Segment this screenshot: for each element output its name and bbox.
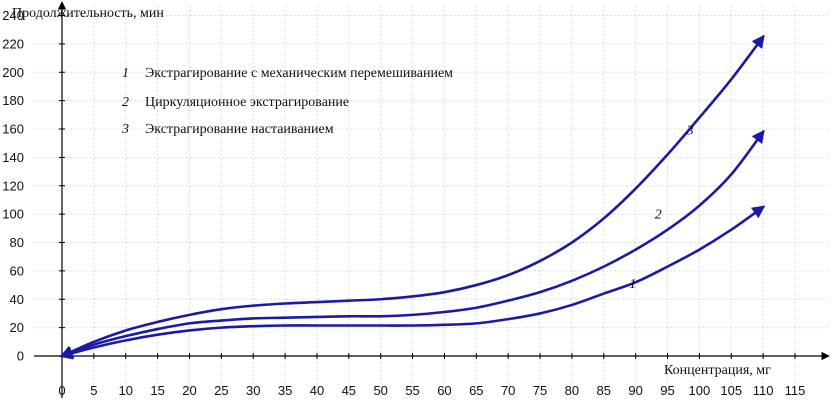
x-tick-label: 80 [565, 383, 579, 398]
x-tick-label: 75 [533, 383, 547, 398]
x-tick-label: 95 [660, 383, 674, 398]
x-tick-label: 25 [214, 383, 228, 398]
legend-text-1: Экстрагирование с механическим перемешив… [145, 66, 453, 81]
x-tick-label: 105 [720, 383, 742, 398]
series-line-3 [59, 34, 765, 358]
legend-number-2: 2 [122, 95, 129, 110]
x-tick-label: 30 [246, 383, 260, 398]
y-axis-title: Продолжительность, мин [12, 6, 164, 21]
x-tick-label: 5 [90, 383, 97, 398]
x-tick-label: 110 [753, 383, 774, 398]
x-tick-label: 0 [58, 383, 65, 398]
x-tick-label: 60 [437, 383, 451, 398]
y-tick-label: 140 [2, 150, 24, 165]
y-tick-label: 20 [10, 320, 24, 335]
series-labels: 1 2 3 [629, 124, 693, 292]
y-tick-label: 80 [10, 235, 24, 250]
legend: 1 Экстрагирование с механическим перемеши… [121, 66, 453, 137]
y-tick-label: 220 [2, 36, 24, 51]
x-axis-title: Концентрация, мг [664, 363, 771, 378]
x-tick-label: 10 [119, 383, 133, 398]
x-tick-label: 50 [373, 383, 387, 398]
y-tick-label: 60 [10, 263, 24, 278]
series-label-2: 2 [655, 207, 662, 222]
series-line-1 [59, 205, 766, 360]
x-tick-label: 40 [310, 383, 324, 398]
x-tick-label: 15 [150, 383, 164, 398]
y-tick-label: 200 [2, 65, 24, 80]
x-tick-label: 35 [278, 383, 292, 398]
y-tick-label: 180 [2, 93, 24, 108]
x-tick-label: 85 [597, 383, 611, 398]
y-tick-label: 40 [10, 292, 24, 307]
tick-labels: 0 5 10 15 20 25 30 35 40 45 50 55 60 65 70 75 80 85 90 95 10… [2, 8, 805, 398]
x-tick-label: 55 [405, 383, 419, 398]
x-tick-label: 70 [501, 383, 515, 398]
legend-number-1: 1 [122, 66, 129, 81]
legend-text-2: Циркуляционное экстрагирование [145, 95, 349, 110]
y-tick-label: 120 [2, 178, 24, 193]
legend-number-3: 3 [121, 122, 129, 137]
y-tick-label: 0 [17, 349, 24, 364]
axes [34, 1, 830, 398]
x-tick-label: 65 [469, 383, 483, 398]
x-tick-label: 100 [689, 383, 711, 398]
legend-text-3: Экстрагирование настаиванием [145, 122, 334, 137]
x-tick-label: 90 [628, 383, 642, 398]
y-tick-label: 100 [2, 207, 24, 222]
y-tick-label: 160 [2, 122, 24, 137]
x-tick-label: 20 [182, 383, 196, 398]
series [59, 34, 766, 360]
series-label-1: 1 [629, 277, 636, 292]
y-tick-label: 240 [2, 8, 24, 23]
x-tick-label: 45 [342, 383, 356, 398]
grid [34, 6, 829, 398]
x-tick-label: 115 [785, 383, 806, 398]
series-label-3: 3 [686, 124, 694, 139]
